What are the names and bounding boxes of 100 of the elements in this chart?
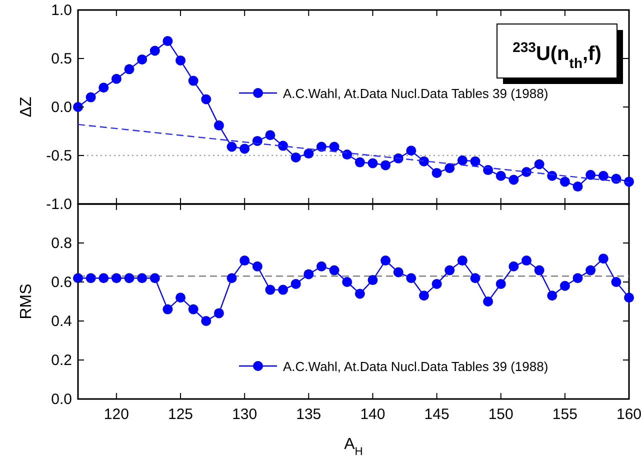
point <box>188 76 198 86</box>
point <box>265 284 276 295</box>
x-tick-label: 125 <box>168 406 194 423</box>
x-tick-label: 160 <box>616 406 641 423</box>
point <box>290 152 301 162</box>
point <box>342 150 352 160</box>
point <box>534 265 544 276</box>
point <box>150 46 160 56</box>
y-tick-label: 0.0 <box>51 391 72 408</box>
point <box>111 74 122 84</box>
x-axis-title: A$_{H}$ <box>344 436 363 458</box>
point <box>418 290 429 301</box>
point <box>290 278 301 289</box>
point <box>354 288 365 299</box>
point <box>406 273 416 284</box>
point <box>368 158 378 168</box>
point <box>624 176 634 187</box>
point <box>496 170 506 181</box>
point <box>534 159 544 170</box>
point <box>547 290 558 301</box>
y-tick-label: 1.0 <box>51 2 72 19</box>
point <box>470 273 480 284</box>
point <box>496 278 506 289</box>
y-tick-label: 0.4 <box>51 313 72 330</box>
point <box>176 292 186 303</box>
point <box>150 273 160 284</box>
point <box>137 54 148 64</box>
annotation: $^{233}$U(n$_{th}$,f) <box>512 39 602 71</box>
point <box>214 308 224 318</box>
x-tick-label: 150 <box>488 406 514 423</box>
x-tick-label: 155 <box>552 406 578 423</box>
point <box>265 130 276 140</box>
point <box>137 273 148 284</box>
y-tick-label: 0.2 <box>51 352 72 369</box>
point <box>214 120 224 130</box>
point <box>432 168 442 178</box>
point <box>444 265 455 276</box>
point <box>560 280 570 291</box>
point <box>432 278 442 289</box>
y-tick-label: -1.0 <box>46 196 72 213</box>
point <box>111 273 122 284</box>
x-tick-label: 130 <box>232 406 258 423</box>
point <box>598 170 608 181</box>
point <box>406 146 416 156</box>
point <box>316 261 326 272</box>
point <box>188 304 198 314</box>
point <box>201 94 212 104</box>
point <box>86 92 96 102</box>
point <box>304 148 314 159</box>
point <box>86 273 96 284</box>
point <box>380 160 391 170</box>
point <box>304 269 314 280</box>
point <box>508 174 519 185</box>
point <box>201 316 212 326</box>
y-tick-label: 0.8 <box>51 235 72 252</box>
point <box>393 267 404 278</box>
point <box>624 292 634 303</box>
point <box>252 261 262 272</box>
x-tick-label: 140 <box>360 406 386 423</box>
point <box>457 256 468 266</box>
y-tick-label: 0.5 <box>51 50 72 68</box>
point <box>368 275 378 286</box>
point <box>586 170 596 180</box>
point <box>124 64 134 74</box>
y-axis-title: ΔZ <box>18 96 35 118</box>
y-tick-label: 0.0 <box>51 99 72 116</box>
point <box>329 142 340 152</box>
point <box>240 256 250 266</box>
point <box>483 296 494 306</box>
y-tick-label: -0.5 <box>46 148 72 164</box>
legend-label: A.C.Wahl, At.Data Nucl.Data Tables 39 (1988) <box>283 86 548 101</box>
x-tick-label: 120 <box>104 406 129 423</box>
point <box>98 273 109 284</box>
point <box>521 256 532 266</box>
point <box>598 254 608 264</box>
y-tick-label: 0.6 <box>51 274 72 291</box>
point <box>226 142 237 152</box>
x-tick-label: 145 <box>424 406 450 423</box>
point <box>470 156 480 166</box>
point <box>226 273 237 284</box>
point <box>508 261 519 272</box>
y-axis-title: RMS <box>18 284 35 320</box>
point <box>176 55 186 66</box>
point <box>162 304 173 314</box>
point <box>354 157 365 168</box>
x-tick-label: 135 <box>296 406 322 423</box>
point <box>611 277 622 287</box>
point <box>572 182 583 192</box>
point <box>457 155 468 166</box>
point <box>586 265 596 276</box>
point <box>162 36 173 46</box>
point <box>278 284 288 295</box>
point <box>73 273 83 284</box>
point <box>572 273 583 284</box>
point <box>380 256 391 266</box>
point <box>98 82 109 93</box>
point <box>560 176 570 187</box>
point <box>73 102 83 112</box>
point <box>240 144 250 154</box>
legend-label: A.C.Wahl, At.Data Nucl.Data Tables 39 (1988) <box>283 359 548 374</box>
